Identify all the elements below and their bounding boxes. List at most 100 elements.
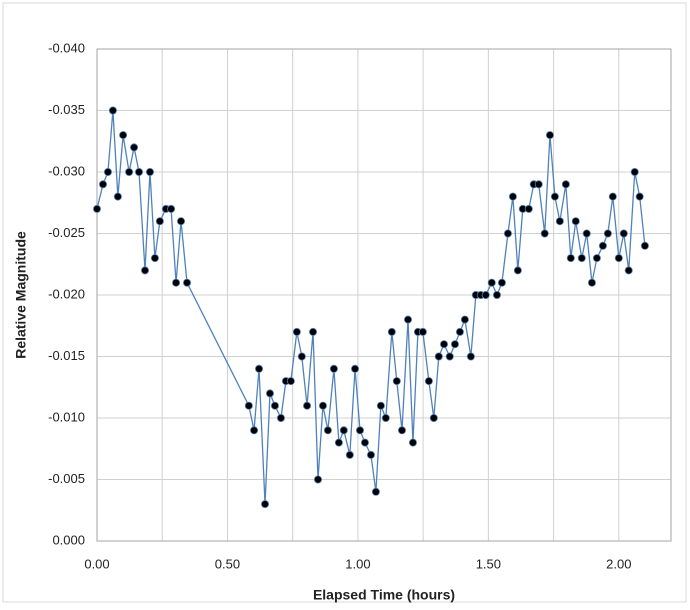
- data-point: [487, 278, 496, 287]
- data-point: [318, 401, 327, 410]
- data-point: [108, 106, 117, 115]
- data-point: [276, 413, 285, 422]
- data-point: [492, 290, 501, 299]
- data-point: [150, 254, 159, 263]
- data-point: [404, 315, 413, 324]
- data-line: [96, 110, 646, 505]
- data-point: [119, 131, 128, 140]
- data-point: [351, 364, 360, 373]
- data-point: [145, 167, 154, 176]
- data-point: [172, 278, 181, 287]
- x-tick-label: 1.50: [476, 556, 501, 571]
- y-tick-label: -0.005: [48, 471, 85, 486]
- data-point: [103, 167, 112, 176]
- data-point: [440, 340, 449, 349]
- x-tick-label: 2.00: [606, 556, 631, 571]
- plot-border: [96, 48, 672, 542]
- data-point: [450, 340, 459, 349]
- data-point: [640, 241, 649, 250]
- data-point: [155, 217, 164, 226]
- data-point: [587, 278, 596, 287]
- data-point: [545, 131, 554, 140]
- data-point: [466, 352, 475, 361]
- data-point: [481, 290, 490, 299]
- data-point: [555, 217, 564, 226]
- data-point: [630, 167, 639, 176]
- data-point: [99, 180, 108, 189]
- data-point: [270, 401, 279, 410]
- data-point: [398, 426, 407, 435]
- data-point: [313, 475, 322, 484]
- data-point: [345, 450, 354, 459]
- data-point: [339, 426, 348, 435]
- data-point: [561, 180, 570, 189]
- data-point: [125, 167, 134, 176]
- data-point: [577, 254, 586, 263]
- y-tick-label: -0.025: [48, 225, 85, 240]
- data-point: [261, 500, 270, 509]
- data-point: [418, 327, 427, 336]
- data-point: [392, 377, 401, 386]
- x-tick-label: 0.50: [215, 556, 240, 571]
- x-tick-label: 1.00: [345, 556, 370, 571]
- data-point: [445, 352, 454, 361]
- data-point: [608, 192, 617, 201]
- data-point: [355, 426, 364, 435]
- data-point: [497, 278, 506, 287]
- data-point: [429, 413, 438, 422]
- data-point: [503, 229, 512, 238]
- data-point: [603, 229, 612, 238]
- data-point: [334, 438, 343, 447]
- data-point: [244, 401, 253, 410]
- data-point: [113, 192, 122, 201]
- x-tick-label: 0.00: [84, 556, 109, 571]
- data-point: [592, 254, 601, 263]
- data-point: [408, 438, 417, 447]
- y-tick-label: -0.015: [48, 348, 85, 363]
- data-point: [255, 364, 264, 373]
- data-point: [619, 229, 628, 238]
- data-point: [371, 487, 380, 496]
- data-point: [93, 204, 102, 213]
- y-tick-label: -0.020: [48, 286, 85, 301]
- data-point: [376, 401, 385, 410]
- data-point: [513, 266, 522, 275]
- data-point: [387, 327, 396, 336]
- y-tick-label: -0.040: [48, 40, 85, 55]
- data-point: [534, 180, 543, 189]
- data-point: [582, 229, 591, 238]
- data-point: [424, 377, 433, 386]
- data-point: [323, 426, 332, 435]
- data-point: [455, 327, 464, 336]
- data-point: [265, 389, 274, 398]
- data-point: [524, 204, 533, 213]
- data-point: [183, 278, 192, 287]
- data-point: [130, 143, 139, 152]
- data-point: [135, 167, 144, 176]
- x-axis-title: Elapsed Time (hours): [313, 587, 455, 603]
- data-point: [460, 315, 469, 324]
- data-point: [381, 413, 390, 422]
- data-point: [292, 327, 301, 336]
- y-tick-label: 0.000: [52, 532, 85, 547]
- data-point: [167, 204, 176, 213]
- data-point: [360, 438, 369, 447]
- data-point: [550, 192, 559, 201]
- data-point: [566, 254, 575, 263]
- data-point: [303, 401, 312, 410]
- data-point: [297, 352, 306, 361]
- y-tick-label: -0.035: [48, 102, 85, 117]
- chart-frame: [2, 2, 687, 603]
- data-point: [177, 217, 186, 226]
- data-point: [624, 266, 633, 275]
- data-point: [286, 377, 295, 386]
- y-tick-label: -0.010: [48, 409, 85, 424]
- data-point: [614, 254, 623, 263]
- data-point: [540, 229, 549, 238]
- data-point: [571, 217, 580, 226]
- y-axis-title: Relative Magnitude: [13, 231, 29, 359]
- data-point: [141, 266, 150, 275]
- data-point: [366, 450, 375, 459]
- data-point: [635, 192, 644, 201]
- data-point: [434, 352, 443, 361]
